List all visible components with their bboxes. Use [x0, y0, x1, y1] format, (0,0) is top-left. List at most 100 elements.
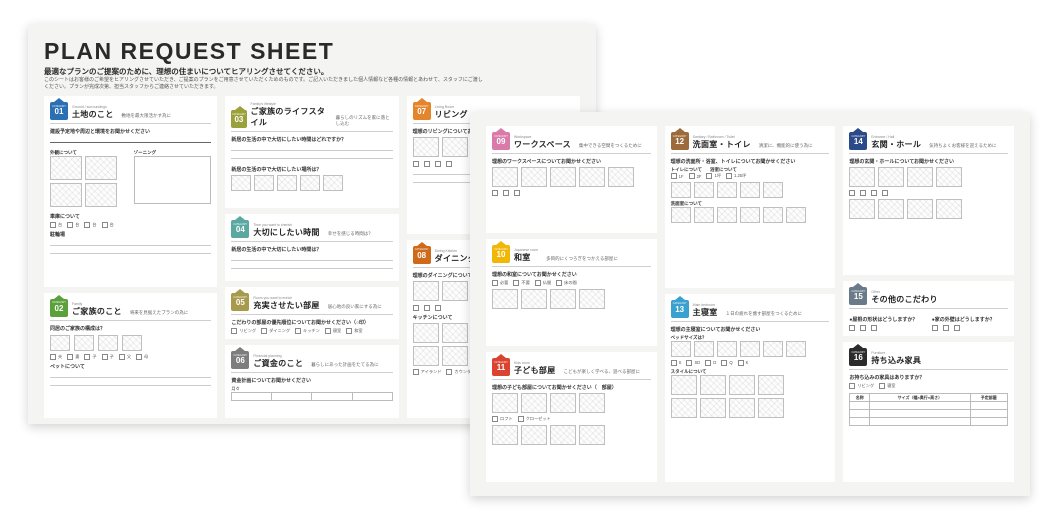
panel-05-rooms: CATEGORY05 Room you want to enrich充実させたい… — [225, 287, 398, 339]
thumbnail — [740, 207, 760, 223]
checkbox[interactable]: 床の間 — [556, 280, 577, 286]
checkbox[interactable]: 台 — [50, 222, 62, 228]
checkbox[interactable]: Q — [721, 360, 732, 366]
panel-10-washitsu: CATEGORY10 Japanese room和室 多目的にくつろぎをつかえる… — [486, 239, 657, 346]
checkbox[interactable]: 必要 — [492, 280, 508, 286]
checkbox[interactable]: アイランド — [413, 369, 442, 375]
checkbox[interactable] — [871, 325, 877, 331]
field-box[interactable] — [98, 335, 118, 351]
field-box[interactable] — [74, 335, 94, 351]
subtitle: 最適なプランのご提案のために、理想の住まいについてヒアリングさせてください。 — [44, 66, 580, 77]
thumbnail — [694, 207, 714, 223]
checkbox[interactable]: D — [705, 360, 716, 366]
badge-09: CATEGORY09 — [492, 132, 510, 150]
thumbnail — [740, 182, 760, 198]
checkbox[interactable]: 台 — [102, 222, 114, 228]
badge-12: CATEGORY12 — [671, 132, 689, 150]
thumbnail — [729, 375, 755, 395]
checkbox[interactable]: キッチン — [295, 328, 320, 334]
checkbox[interactable]: 台 — [84, 222, 96, 228]
badge-10: CATEGORY10 — [492, 245, 510, 263]
checkbox[interactable]: K — [738, 360, 749, 366]
thumbnail — [277, 175, 297, 191]
checkbox[interactable] — [446, 161, 452, 167]
checkbox[interactable]: クローゼット — [518, 416, 551, 422]
checkbox[interactable]: 2F — [689, 173, 702, 179]
furniture-table[interactable]: 名称サイズ（幅×奥行×高さ）予定部屋 — [849, 393, 1008, 426]
checkbox[interactable]: 夫 — [50, 354, 62, 360]
thumbnail — [323, 175, 343, 191]
field-box[interactable] — [122, 335, 142, 351]
thumbnail — [758, 375, 784, 395]
thumbnail — [254, 175, 274, 191]
badge-06: CATEGORY06 — [231, 351, 249, 369]
checkbox[interactable]: 母 — [136, 354, 148, 360]
thumbnail — [729, 398, 755, 418]
checkbox[interactable]: リビング — [231, 328, 256, 334]
thumbnail — [50, 183, 82, 207]
thumbnail — [492, 425, 518, 445]
badge-02: CATEGORY02 — [50, 299, 68, 317]
thumbnail — [717, 207, 737, 223]
thumbnail — [717, 182, 737, 198]
checkbox[interactable] — [503, 190, 509, 196]
checkbox[interactable] — [435, 305, 441, 311]
checkbox[interactable]: S — [671, 360, 682, 366]
checkbox[interactable]: 台 — [67, 222, 79, 228]
checkbox[interactable] — [943, 325, 949, 331]
checkbox[interactable]: 和室 — [346, 328, 362, 334]
thumbnail — [492, 393, 518, 413]
thumbnail — [758, 398, 784, 418]
checkbox[interactable] — [514, 190, 520, 196]
checkbox[interactable]: 1坪 — [706, 173, 721, 179]
panel-13-bedroom: CATEGORY13 Main bedroom主寝室 １日の疲れを癒す部屋をつく… — [665, 294, 836, 483]
finance-table[interactable] — [231, 392, 392, 401]
thumbnail — [763, 207, 783, 223]
checkbox[interactable] — [860, 325, 866, 331]
checkbox[interactable]: 父 — [119, 354, 131, 360]
checkbox[interactable] — [435, 161, 441, 167]
checkbox[interactable] — [954, 325, 960, 331]
checkbox[interactable] — [413, 305, 419, 311]
thumbnail — [492, 167, 518, 187]
checkbox[interactable] — [849, 325, 855, 331]
checkbox[interactable] — [424, 305, 430, 311]
checkbox[interactable] — [492, 190, 498, 196]
checkbox[interactable]: 子 — [84, 354, 96, 360]
thumbnail — [878, 167, 904, 187]
checkbox[interactable]: 寝室 — [879, 383, 895, 389]
badge-04: CATEGORY04 — [231, 220, 249, 238]
field-box[interactable] — [50, 335, 70, 351]
checkbox[interactable]: ダイニング — [261, 328, 290, 334]
sheet-page-2: CATEGORY09 Workspaceワークスペース 集中できる空間をつくるた… — [470, 112, 1030, 496]
badge-01: CATEGORY01 — [50, 102, 68, 120]
thumbnail — [442, 346, 468, 366]
panel-03-lifestyle: CATEGORY03 Family's lifestyleご家族のライフスタイル… — [225, 96, 398, 208]
thumbnail — [231, 175, 251, 191]
checkbox[interactable]: 不要 — [513, 280, 529, 286]
panel-04-time: CATEGORY04 Time you want to cherish大切にした… — [225, 214, 398, 281]
thumbnail — [671, 182, 691, 198]
checkbox[interactable]: 仏間 — [535, 280, 551, 286]
checkbox[interactable]: 寝室 — [325, 328, 341, 334]
thumbnail — [786, 341, 806, 357]
checkbox[interactable] — [871, 190, 877, 196]
checkbox[interactable]: ロフト — [492, 416, 513, 422]
panel-01-land: CATEGORY01 Ground / surroundings土地のこと 敷地… — [44, 96, 217, 287]
checkbox[interactable] — [424, 161, 430, 167]
checkbox[interactable] — [413, 161, 419, 167]
checkbox[interactable] — [932, 325, 938, 331]
checkbox[interactable]: 1.25坪 — [726, 173, 746, 179]
checkbox[interactable]: 1F — [671, 173, 684, 179]
checkbox[interactable] — [849, 190, 855, 196]
thumbnail — [579, 289, 605, 309]
zoning-sketch-box[interactable] — [134, 156, 212, 204]
checkbox[interactable] — [860, 190, 866, 196]
checkbox[interactable]: 妻 — [67, 354, 79, 360]
checkbox[interactable] — [882, 190, 888, 196]
checkbox[interactable]: SD — [686, 360, 700, 366]
thumbnail — [936, 167, 962, 187]
badge-07: CATEGORY07 — [413, 102, 431, 120]
checkbox[interactable]: 子 — [102, 354, 114, 360]
checkbox[interactable]: リビング — [849, 383, 874, 389]
